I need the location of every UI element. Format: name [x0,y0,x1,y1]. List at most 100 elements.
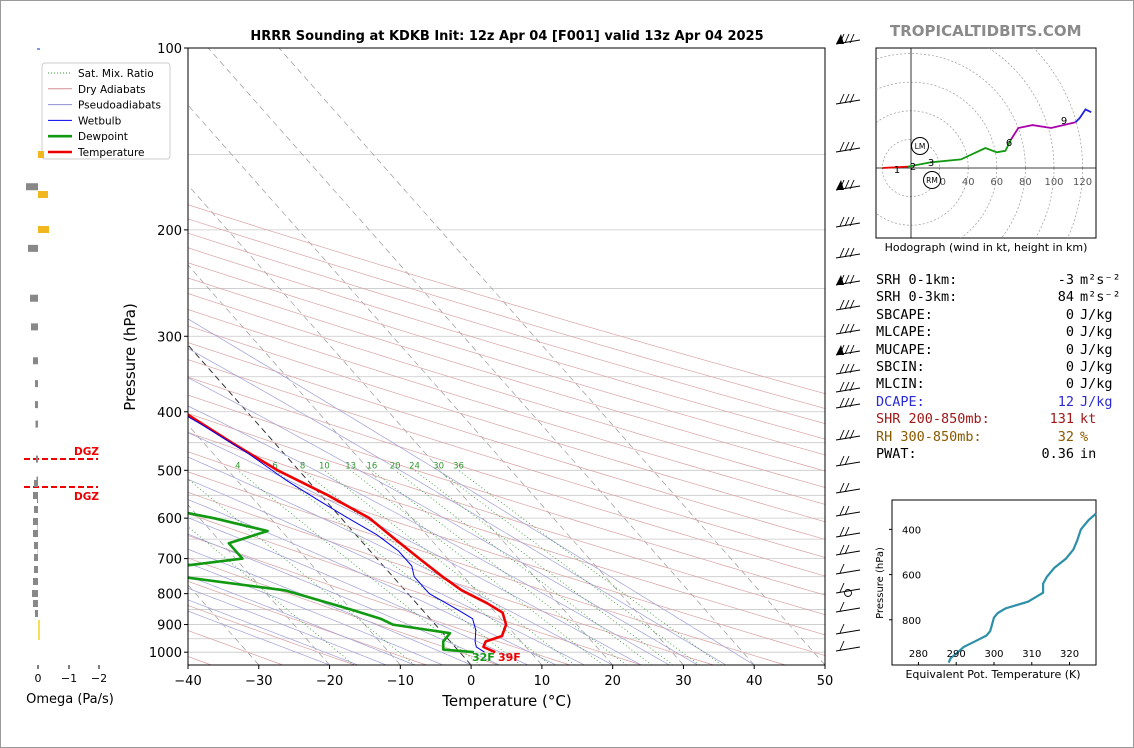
wind-barb-flag [849,33,855,44]
hodograph-height-label: 6 [1006,138,1012,149]
skewt-ylabel: Pressure (hPa) [121,303,139,411]
theta-e-ylabel: Pressure (hPa) [875,547,886,619]
mixing-ratio-label: 16 [366,461,377,471]
hodograph-tick-label: 120 [1073,177,1092,188]
theta-e-plot: 400 600 800 280 290 300 310 320 [889,512,1097,665]
wind-barb-flag [844,179,850,190]
wind-barb-flag [839,601,845,612]
dry-adiabat-line [188,471,786,665]
omega-bar [35,610,38,617]
pseudoadiabat-line [188,499,557,665]
pseudoadiabat-line [188,562,443,665]
wind-barb-flag [844,299,850,310]
legend-box [41,62,171,160]
param-value: 12 [1057,393,1074,410]
wind-barb-flag [844,526,850,537]
pseudoadiabat-line [188,575,415,665]
series-wetbulb-line [188,416,485,653]
x-tick-label: 30 [675,674,692,689]
wind-barb-shaft [835,629,861,635]
wind-barb-flag [839,247,845,258]
omega-bar [30,294,38,302]
param-row: DCAPE: 12 J/kg [876,394,1121,411]
brand-watermark: TROPICALTIDBITS.COM [890,22,1082,40]
wind-barb-flag [839,397,845,408]
param-row: SBCIN: 0 J/kg [876,359,1121,376]
isotherm-line [188,104,684,665]
theta-e-x-tick-label: 310 [1022,649,1041,660]
hodograph-trace [1010,121,1076,140]
wind-barb-flag [849,363,855,374]
wind-barb-shaft [835,387,861,393]
mixing-ratio-line [438,469,700,665]
y-tick-label: 300 [157,330,182,345]
isotherm-line [188,264,543,665]
wind-barb-flag [849,247,855,258]
param-value: 0.36 [1041,446,1074,463]
omega-bar [36,455,38,463]
dry-adiabat-line [188,535,571,665]
y-tick-label: 100 [157,42,182,57]
omega-bar-positive [38,191,48,198]
theta-e-x-tick-label: 320 [1060,649,1079,660]
param-unit: J/kg [1080,393,1113,410]
dry-adiabat-line [188,293,825,488]
mixing-ratio-label: 24 [409,461,420,471]
param-name: MLCAPE: [876,324,933,341]
wind-barb-flag [839,323,845,334]
surface-dewpoint-label: 32F [472,651,495,664]
hodograph-tick-label: 40 [962,177,975,188]
wind-barb-flag [844,455,850,466]
wind-barb-flag [849,429,855,440]
param-row: MLCAPE: 0 J/kg [876,324,1121,341]
wind-barb-flag [839,429,845,440]
omega-bar [34,506,38,513]
wind-barb-flag [844,363,850,374]
wind-barb-flag [844,33,850,44]
x-tick-label: 50 [817,674,834,689]
param-name: SRH 0-3km: [876,289,958,306]
wind-barb-flag [839,640,845,651]
mixing-ratio-line [324,469,575,665]
wind-barb-shaft [835,147,861,153]
legend-label: Wetbulb [78,115,122,127]
hodograph-height-label: 9 [1061,116,1067,127]
theta-e-y-tick-label: 800 [902,616,921,627]
param-unit: J/kg [1080,324,1113,341]
x-tick-label: 40 [746,674,763,689]
param-row: SHR 200-850mb: 131 kt [876,411,1121,428]
chart-title: HRRR Sounding at KDKB Init: 12z Apr 04 [… [250,29,763,44]
dgz-label-bottom: DGZ [74,491,99,503]
series-temperature-line [188,413,508,654]
omega-bar [31,323,38,331]
wind-barb-shaft [835,511,861,517]
param-name: PWAT: [876,446,917,463]
wind-barb-shaft [835,369,861,375]
hodograph-trace [882,165,909,169]
wind-barb-flag [844,141,850,152]
series-dewpoint-line [188,511,475,654]
theta-e-y-tick-label: 400 [902,525,921,536]
isotherm-line [188,344,472,665]
param-unit: J/kg [1080,341,1113,358]
param-unit: % [1080,428,1089,445]
param-name: RH 300-850mb: [876,428,982,445]
param-value: 32 [1057,428,1074,445]
param-name: MLCIN: [876,376,925,393]
param-row: SRH 0-3km: 84 m²s⁻² [876,289,1121,306]
pseudoadiabat-line [188,479,585,665]
param-name: SBCAPE: [876,306,933,323]
dry-adiabat-line [188,359,825,558]
legend-label: Dry Adiabats [78,84,146,96]
wind-barbs [835,33,861,652]
hodograph-height-label: 1 [894,165,900,176]
theta-e-xlabel: Equivalent Pot. Temperature (K) [905,668,1080,681]
wind-barb-shaft [835,569,861,575]
mixing-ratio-line [237,469,481,665]
wind-barb-flag [849,344,855,355]
y-tick-label: 700 [157,553,182,568]
y-tick-label: 500 [157,464,182,479]
param-value: 0 [1065,359,1074,376]
y-tick-label: 600 [157,512,182,527]
hodograph-frame [875,47,1097,239]
